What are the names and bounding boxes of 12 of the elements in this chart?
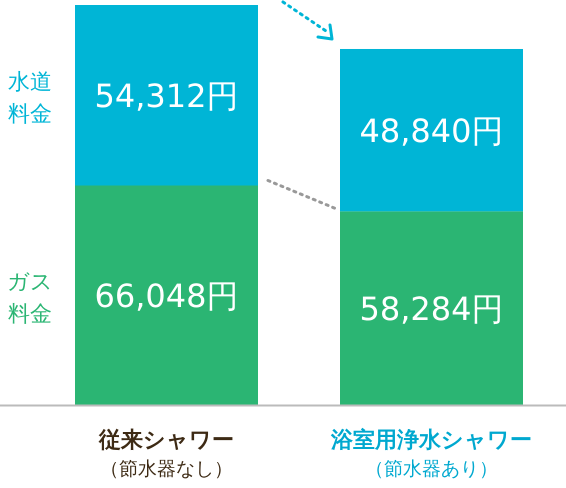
x-tick-label: 従来シャワー（節水器なし） [98, 428, 234, 480]
x-tick-label: 浴室用浄水シャワー（節水器あり） [330, 427, 532, 480]
bar [340, 211, 523, 405]
bar [75, 186, 258, 405]
data-label: 66,048円 [94, 277, 238, 316]
data-label: 54,312円 [94, 77, 238, 116]
bar [75, 5, 258, 186]
bar [340, 48, 523, 212]
data-label: 48,840円 [360, 112, 504, 150]
series-label: 水道料金 [8, 70, 52, 128]
series-label: ガス料金 [7, 270, 53, 328]
data-label: 58,284円 [360, 290, 504, 328]
